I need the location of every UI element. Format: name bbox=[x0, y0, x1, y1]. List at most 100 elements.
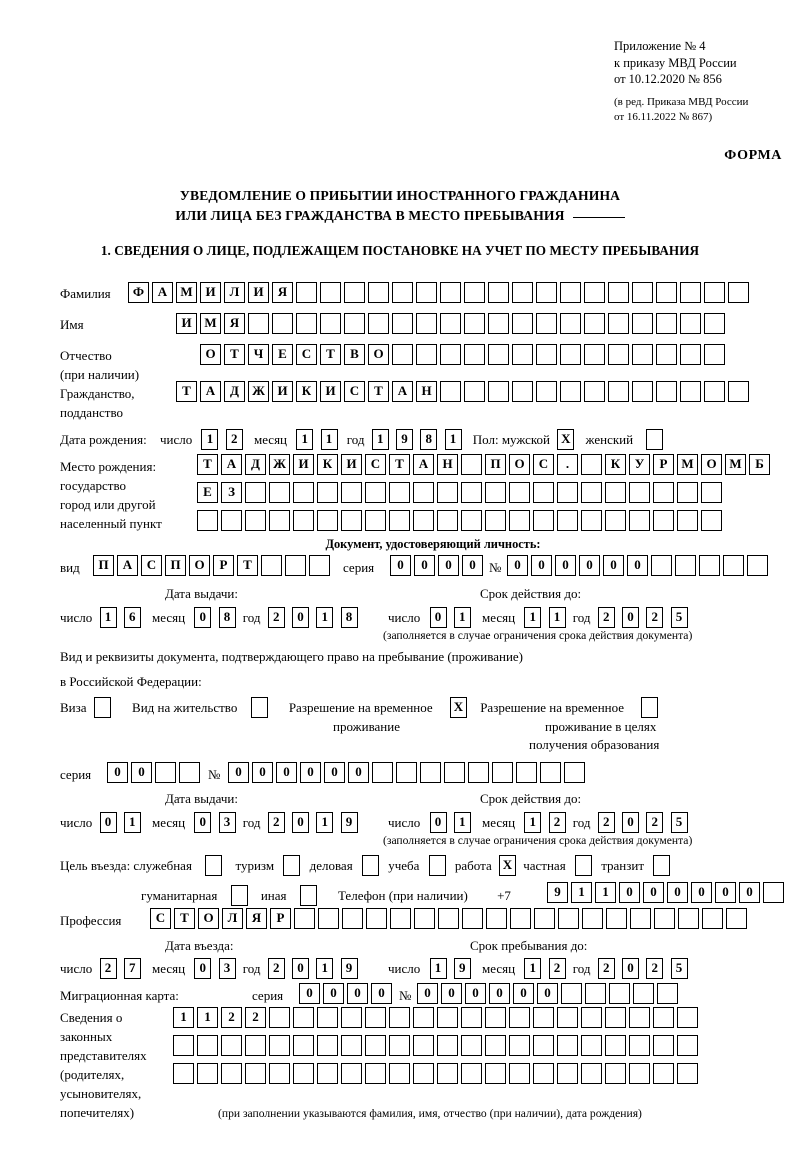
citizenship-cell-9[interactable]: Т bbox=[368, 381, 389, 402]
patronymic-cell-22[interactable] bbox=[704, 344, 725, 365]
surname-cell-8[interactable] bbox=[296, 282, 317, 303]
firstname-cell-9[interactable] bbox=[368, 313, 389, 334]
birthplace-row2-cell-17[interactable] bbox=[581, 482, 602, 503]
representatives-row2-cell-12[interactable] bbox=[437, 1035, 458, 1056]
representatives-row3-cell-17[interactable] bbox=[557, 1063, 578, 1084]
representatives-row3-cell-15[interactable] bbox=[509, 1063, 530, 1084]
representatives-row2-cell-6[interactable] bbox=[293, 1035, 314, 1056]
stay-number-cell-14[interactable] bbox=[540, 762, 561, 783]
representatives-row2-cell-19[interactable] bbox=[605, 1035, 626, 1056]
doc-valid-year-4[interactable]: 5 bbox=[670, 607, 688, 628]
doc-number-cell-5[interactable]: 0 bbox=[603, 555, 624, 576]
firstname-cell-19[interactable] bbox=[608, 313, 629, 334]
firstname-cell-16[interactable] bbox=[536, 313, 557, 334]
doc-valid-year-2[interactable]: 0 bbox=[622, 607, 640, 628]
birthplace-row1-cell-3[interactable]: Д bbox=[245, 454, 266, 475]
citizenship-cell-14[interactable] bbox=[488, 381, 509, 402]
representatives-row3-cell-9[interactable] bbox=[365, 1063, 386, 1084]
patronymic-cell-16[interactable] bbox=[560, 344, 581, 365]
profession-cell-11[interactable] bbox=[390, 908, 411, 929]
patronymic-cell-15[interactable] bbox=[536, 344, 557, 365]
patronymic-cell-13[interactable] bbox=[488, 344, 509, 365]
firstname-cell-5[interactable] bbox=[272, 313, 293, 334]
firstname-cell-14[interactable] bbox=[488, 313, 509, 334]
migration-card-number-cell-1[interactable]: 0 bbox=[417, 983, 438, 1004]
stay-number-cell-11[interactable] bbox=[468, 762, 489, 783]
birthplace-row1-cell-15[interactable]: С bbox=[533, 454, 554, 475]
doc-type-cell-5[interactable]: О bbox=[189, 555, 210, 576]
birthplace-row3-cell-16[interactable] bbox=[557, 510, 578, 531]
birthplace-row3-cell-20[interactable] bbox=[653, 510, 674, 531]
stay-number-cell-8[interactable] bbox=[396, 762, 417, 783]
profession-cell-8[interactable] bbox=[318, 908, 339, 929]
citizenship-cell-19[interactable] bbox=[608, 381, 629, 402]
phone-cell-9[interactable]: 0 bbox=[739, 882, 760, 903]
patronymic-cell-11[interactable] bbox=[440, 344, 461, 365]
representatives-row3-cell-22[interactable] bbox=[677, 1063, 698, 1084]
patronymic-cell-18[interactable] bbox=[608, 344, 629, 365]
stay-number-cell-13[interactable] bbox=[516, 762, 537, 783]
representatives-row2-cell-9[interactable] bbox=[365, 1035, 386, 1056]
stay-number-cell-6[interactable]: 0 bbox=[348, 762, 369, 783]
surname-cell-23[interactable] bbox=[656, 282, 677, 303]
doc-type-cell-2[interactable]: А bbox=[117, 555, 138, 576]
citizenship-cell-16[interactable] bbox=[536, 381, 557, 402]
stay-issue-year-3[interactable]: 1 bbox=[316, 812, 334, 833]
doc-series-cell-1[interactable]: 0 bbox=[390, 555, 411, 576]
birthplace-row2-cell-3[interactable] bbox=[245, 482, 266, 503]
doc-type-cell-4[interactable]: П bbox=[165, 555, 186, 576]
temp-residence-edu-checkbox[interactable] bbox=[641, 697, 659, 718]
surname-cell-5[interactable]: Л bbox=[224, 282, 245, 303]
birthdate-day-1[interactable]: 1 bbox=[201, 429, 219, 450]
profession-cell-1[interactable]: С bbox=[150, 908, 171, 929]
birthplace-row2-cell-13[interactable] bbox=[485, 482, 506, 503]
profession-cell-23[interactable] bbox=[678, 908, 699, 929]
phone-cell-2[interactable]: 1 bbox=[571, 882, 592, 903]
doc-issue-year-2[interactable]: 0 bbox=[292, 607, 310, 628]
profession-cell-20[interactable] bbox=[606, 908, 627, 929]
birthplace-row2-cell-19[interactable] bbox=[629, 482, 650, 503]
representatives-row1-cell-11[interactable] bbox=[413, 1007, 434, 1028]
citizenship-cell-4[interactable]: Ж bbox=[248, 381, 269, 402]
migration-card-number-cell-7[interactable] bbox=[561, 983, 582, 1004]
representatives-row1-cell-3[interactable]: 2 bbox=[221, 1007, 242, 1028]
stay-number-cell-4[interactable]: 0 bbox=[300, 762, 321, 783]
purpose-business-checkbox[interactable] bbox=[361, 855, 379, 876]
representatives-row1-cell-16[interactable] bbox=[533, 1007, 554, 1028]
birthplace-row3-cells[interactable] bbox=[197, 510, 722, 531]
stay-valid-month-1[interactable]: 1 bbox=[524, 812, 542, 833]
birthplace-row1-cell-4[interactable]: Ж bbox=[269, 454, 290, 475]
residence-permit-checkbox[interactable] bbox=[250, 697, 268, 718]
surname-cell-14[interactable] bbox=[440, 282, 461, 303]
citizenship-cell-21[interactable] bbox=[656, 381, 677, 402]
representatives-row2-cell-1[interactable] bbox=[173, 1035, 194, 1056]
firstname-cell-20[interactable] bbox=[632, 313, 653, 334]
birthplace-row2-cell-2[interactable]: З bbox=[221, 482, 242, 503]
stay-issue-day-2[interactable]: 1 bbox=[123, 812, 141, 833]
doc-number-cell-11[interactable] bbox=[747, 555, 768, 576]
birthplace-row2-cell-9[interactable] bbox=[389, 482, 410, 503]
sex-male-checkbox[interactable]: X bbox=[557, 429, 575, 450]
doc-type-cell-8[interactable] bbox=[261, 555, 282, 576]
birthplace-row1-cell-9[interactable]: Т bbox=[389, 454, 410, 475]
profession-cell-2[interactable]: Т bbox=[174, 908, 195, 929]
patronymic-cell-12[interactable] bbox=[464, 344, 485, 365]
birthplace-row2-cell-22[interactable] bbox=[701, 482, 722, 503]
patronymic-cell-6[interactable]: Т bbox=[320, 344, 341, 365]
birthplace-row3-cell-2[interactable] bbox=[221, 510, 242, 531]
citizenship-cell-2[interactable]: А bbox=[200, 381, 221, 402]
patronymic-cell-10[interactable] bbox=[416, 344, 437, 365]
patronymic-cell-21[interactable] bbox=[680, 344, 701, 365]
patronymic-cell-1[interactable]: О bbox=[200, 344, 221, 365]
stay-number-cell-3[interactable]: 0 bbox=[276, 762, 297, 783]
surname-cell-7[interactable]: Я bbox=[272, 282, 293, 303]
patronymic-cell-14[interactable] bbox=[512, 344, 533, 365]
surname-cell-1[interactable]: Ф bbox=[128, 282, 149, 303]
representatives-row2-cell-17[interactable] bbox=[557, 1035, 578, 1056]
birthplace-row2-cell-4[interactable] bbox=[269, 482, 290, 503]
birthplace-row1-cell-23[interactable]: М bbox=[725, 454, 746, 475]
patronymic-cell-19[interactable] bbox=[632, 344, 653, 365]
stay-valid-year-2[interactable]: 0 bbox=[622, 812, 640, 833]
